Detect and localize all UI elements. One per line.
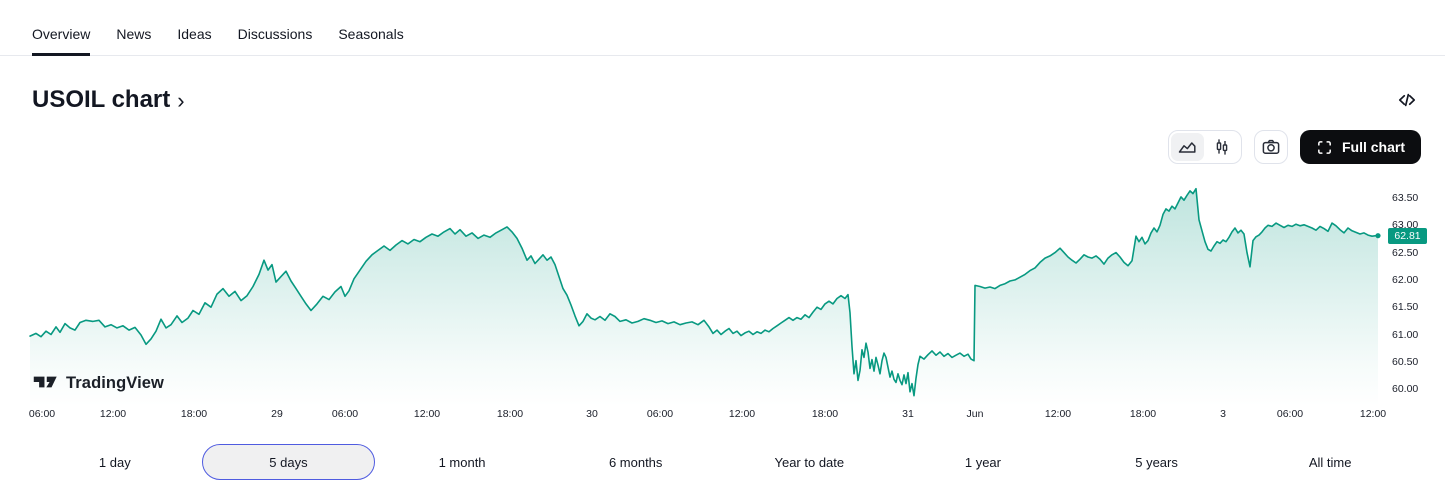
range-cell: 6 months (549, 444, 723, 480)
tab-bar: Overview News Ideas Discussions Seasonals (0, 0, 1445, 56)
tradingview-watermark[interactable]: TradingView (33, 374, 164, 393)
title-row: USOIL chart › (0, 84, 1445, 116)
tab-seasonals[interactable]: Seasonals (338, 26, 404, 42)
price-chart[interactable] (0, 173, 1445, 423)
range-button-year-to-date[interactable]: Year to date (723, 444, 897, 480)
area-chart-type-button[interactable] (1170, 133, 1204, 161)
tab-ideas[interactable]: Ideas (177, 26, 212, 42)
x-axis-label: 12:00 (728, 408, 756, 420)
x-axis-label: 12:00 (1359, 408, 1387, 420)
x-axis-label: 06:00 (646, 408, 674, 420)
range-cell: 1 day (28, 444, 202, 480)
last-price-dot (1375, 233, 1381, 239)
x-axis-label: 18:00 (496, 408, 524, 420)
x-axis-label: 31 (902, 408, 914, 420)
range-cell: Year to date (723, 444, 897, 480)
range-button-6-months[interactable]: 6 months (549, 444, 723, 480)
x-axis-label: 18:00 (1129, 408, 1157, 420)
embed-code-button[interactable] (1391, 84, 1423, 116)
range-button-5-days[interactable]: 5 days (201, 444, 376, 480)
range-cell: All time (1243, 444, 1417, 480)
x-axis-label: 06:00 (1276, 408, 1304, 420)
x-axis-label: 18:00 (811, 408, 839, 420)
range-button-all-time[interactable]: All time (1243, 444, 1417, 480)
page-title-text: USOIL chart (32, 86, 171, 113)
fullscreen-icon (1316, 139, 1333, 156)
x-axis-label: 12:00 (99, 408, 127, 420)
watermark-label: TradingView (66, 374, 164, 392)
x-axis-label: 18:00 (180, 408, 208, 420)
chevron-right-icon: › (177, 87, 185, 113)
candles-chart-type-button[interactable] (1206, 133, 1239, 161)
y-axis-label: 63.50 (1392, 192, 1419, 204)
camera-icon (1260, 136, 1282, 158)
range-button-1-day[interactable]: 1 day (28, 444, 202, 480)
x-axis-label: 06:00 (331, 408, 359, 420)
chart-type-toggle (1167, 130, 1242, 164)
y-axis-label: 60.00 (1392, 383, 1419, 396)
x-axis-label: 12:00 (413, 408, 441, 420)
area-chart-icon (1176, 136, 1198, 158)
price-line (29, 187, 1379, 397)
full-chart-label: Full chart (1341, 139, 1405, 155)
x-axis-label: 3 (1220, 408, 1226, 420)
range-button-5-years[interactable]: 5 years (1070, 444, 1244, 480)
y-axis-label: 61.00 (1392, 328, 1419, 341)
last-price-badge: 62.81 (1388, 227, 1427, 244)
x-axis-label: 06:00 (28, 408, 56, 420)
tab-news[interactable]: News (116, 26, 152, 42)
y-axis-label: 61.50 (1392, 301, 1419, 314)
tab-overview[interactable]: Overview (32, 26, 91, 56)
x-axis-label: 12:00 (1044, 408, 1072, 420)
chart-toolbar: Full chart (0, 130, 1445, 164)
code-icon (1395, 88, 1419, 112)
range-cell: 5 years (1070, 444, 1244, 480)
y-axis-label: 60.50 (1392, 355, 1419, 368)
y-axis-label: 62.50 (1392, 246, 1419, 259)
x-axis-label: Jun (966, 408, 984, 420)
tradingview-logo-icon (33, 375, 59, 392)
y-axis-label: 62.00 (1392, 273, 1419, 286)
full-chart-button[interactable]: Full chart (1299, 130, 1421, 164)
snapshot-button[interactable] (1253, 130, 1288, 164)
range-cell: 5 days (201, 444, 376, 480)
range-selector: 1 day 5 days 1 month 6 months Year to date 1 … (0, 444, 1445, 480)
range-button-1-year[interactable]: 1 year (896, 444, 1070, 480)
page-title[interactable]: USOIL chart › (32, 85, 185, 116)
x-axis-label: 29 (271, 408, 283, 420)
area-fill (30, 188, 1378, 406)
range-button-1-month[interactable]: 1 month (375, 444, 549, 480)
tab-discussions[interactable]: Discussions (237, 26, 313, 42)
x-axis-label: 30 (586, 408, 598, 420)
range-cell: 1 month (375, 444, 549, 480)
candlestick-icon (1211, 136, 1233, 158)
range-cell: 1 year (896, 444, 1070, 480)
chart-region: 63.50 63.00 62.50 62.00 61.50 61.00 60.50 60.00… (0, 173, 1445, 423)
